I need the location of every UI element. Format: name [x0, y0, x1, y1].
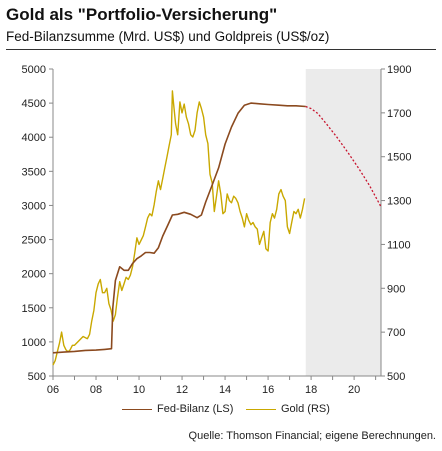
legend-label-gold: Gold (RS): [281, 403, 330, 415]
x-tick-label: 10: [133, 384, 145, 396]
y-tick-label-right: 700: [387, 327, 405, 339]
y-tick-label-left: 3500: [22, 166, 46, 178]
y-tick-label-right: 1100: [387, 239, 411, 251]
x-tick-label: 08: [90, 384, 102, 396]
y-tick-label-right: 1500: [387, 152, 411, 164]
series-line-gold: [52, 90, 306, 366]
y-tick-label-left: 1500: [22, 303, 46, 315]
series-line-fed: [52, 102, 306, 354]
x-tick-label: 12: [176, 384, 188, 396]
y-tick-label-left: 3000: [22, 200, 46, 212]
y-tick-label-left: 4000: [22, 132, 46, 144]
forecast-region: [305, 69, 381, 376]
chart-title: Gold als "Portfolio-Versicherung": [6, 5, 278, 24]
y-tick-label-right: 1900: [387, 64, 411, 76]
chart-axes: 500 1000 1500 2000 2500 3000 3500 4000 4500 5000 5…: [22, 64, 412, 396]
y-tick-label-left: 1000: [22, 337, 46, 349]
y-tick-label-right: 1700: [387, 108, 411, 120]
x-tick-label: 16: [262, 384, 274, 396]
legend-item-fed: Fed-Bilanz (LS): [122, 403, 233, 415]
x-tick-label: 14: [219, 384, 231, 396]
y-tick-label-left: 5000: [22, 64, 46, 76]
y-tick-label-left: 4500: [22, 98, 46, 110]
x-tick-label: 18: [305, 384, 317, 396]
chart-subtitle: Fed-Bilanzsumme (Mrd. US$) und Goldpreis…: [6, 29, 330, 44]
x-tick-label: 06: [47, 384, 59, 396]
legend-swatch-fed: [122, 408, 152, 410]
y-tick-label-left: 2000: [22, 269, 46, 281]
y-tick-label-left: 500: [28, 371, 46, 383]
x-tick-label: 20: [348, 384, 360, 396]
y-tick-label-right: 1300: [387, 196, 411, 208]
y-tick-label-right: 900: [387, 283, 405, 295]
y-tick-label-left: 2500: [22, 235, 46, 247]
forecast-shade: [305, 69, 381, 376]
y-tick-label-right: 500: [387, 371, 405, 383]
chart-series: [52, 90, 382, 366]
legend-label-fed: Fed-Bilanz (LS): [157, 403, 234, 415]
title-divider: [6, 49, 436, 50]
legend-swatch-gold: [246, 408, 276, 410]
series-line-fed-forecast: [305, 105, 382, 208]
legend-item-gold: Gold (RS): [246, 403, 330, 415]
source-note: Quelle: Thomson Financial; eigene Berech…: [188, 430, 436, 442]
